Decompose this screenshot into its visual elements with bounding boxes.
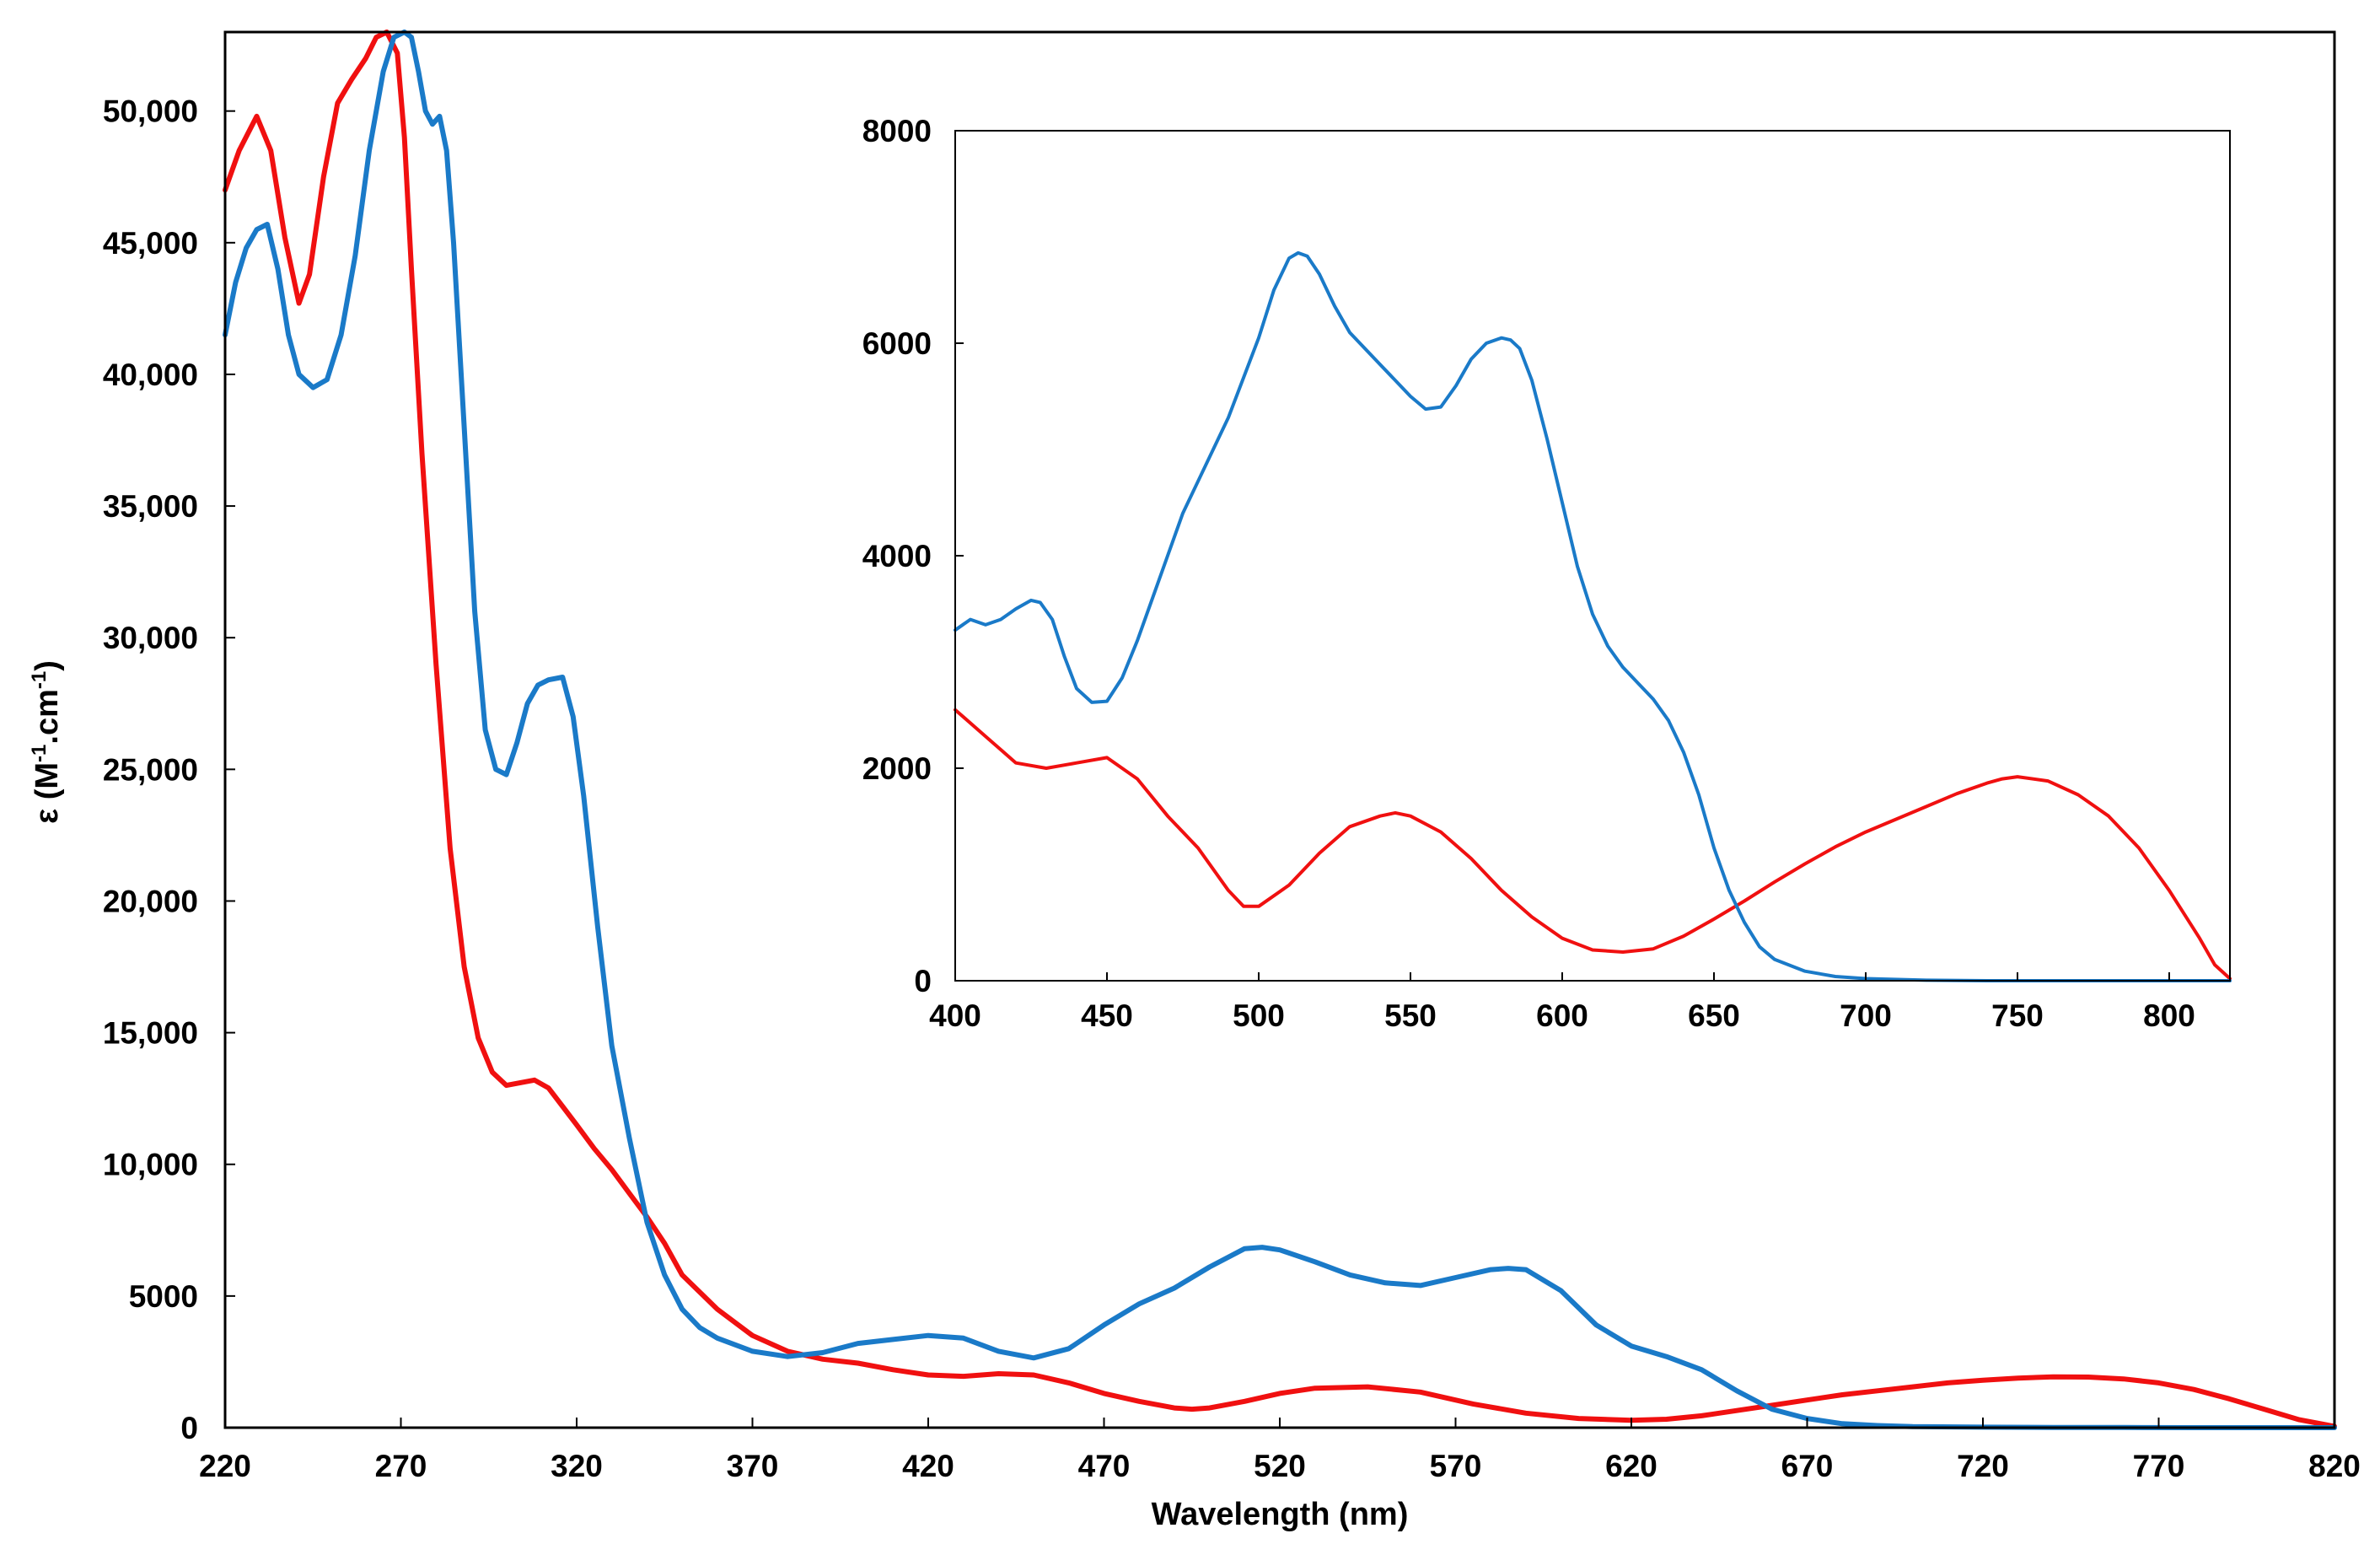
inset-plot: 400 450 500 550 600 650 700 750 800 0 2000 4000 600… xyxy=(862,114,2232,1033)
inset-x-tick-label: 700 xyxy=(1840,998,1892,1033)
main-y-tick-label: 10,000 xyxy=(103,1148,198,1182)
main-y-axis-title: ε (M-1.cm-1) xyxy=(28,660,65,824)
main-x-tick-label: 620 xyxy=(1605,1449,1657,1483)
main-plot: 220 270 320 370 420 470 520 570 620 670 720 770 820 … xyxy=(28,30,2361,1532)
main-y-tick-label: 20,000 xyxy=(103,884,198,918)
inset-y-tick-label: 0 xyxy=(914,964,932,998)
inset-x-tick-label: 600 xyxy=(1536,998,1588,1033)
main-series-line-0 xyxy=(223,30,2337,1429)
main-y-tick-label: 50,000 xyxy=(103,94,198,129)
main-x-tick-label: 370 xyxy=(727,1449,779,1483)
inset-x-tick-label: 550 xyxy=(1384,998,1437,1033)
main-y-tick-label: 15,000 xyxy=(103,1016,198,1051)
inset-y-tick-label: 8000 xyxy=(862,114,932,148)
inset-x-tick-label: 500 xyxy=(1233,998,1285,1033)
main-x-tick-label: 770 xyxy=(2133,1449,2185,1483)
main-x-tick-label: 820 xyxy=(2308,1449,2361,1483)
main-y-tick-label: 40,000 xyxy=(103,358,198,392)
inset-x-tick-label: 800 xyxy=(2143,998,2195,1033)
inset-x-tick-label: 450 xyxy=(1081,998,1133,1033)
inset-series-group xyxy=(954,250,2232,982)
main-x-tick-label: 720 xyxy=(1957,1449,2009,1483)
main-series-group xyxy=(223,30,2337,1430)
main-y-axis: 0 5000 10,000 15,000 20,000 25,000 30,000 35,00… xyxy=(103,94,235,1445)
inset-x-axis: 400 450 500 550 600 650 700 750 800 xyxy=(929,972,2195,1033)
inset-y-tick-label: 2000 xyxy=(862,751,932,786)
inset-series-line-1 xyxy=(954,250,2232,982)
inset-y-tick-label: 6000 xyxy=(862,326,932,361)
main-x-tick-label: 670 xyxy=(1781,1449,1834,1483)
inset-x-tick-label: 400 xyxy=(929,998,981,1033)
main-y-tick-label: 25,000 xyxy=(103,752,198,787)
main-x-tick-label: 320 xyxy=(551,1449,603,1483)
inset-y-tick-label: 4000 xyxy=(862,539,932,573)
main-x-tick-label: 270 xyxy=(375,1449,427,1483)
main-x-tick-label: 420 xyxy=(902,1449,954,1483)
main-x-axis: 220 270 320 370 420 470 520 570 620 670 720 770 820 xyxy=(199,1418,2361,1483)
main-x-tick-label: 470 xyxy=(1078,1449,1131,1483)
inset-x-tick-label: 750 xyxy=(1991,998,2044,1033)
inset-x-tick-label: 650 xyxy=(1688,998,1740,1033)
main-x-tick-label: 570 xyxy=(1430,1449,1482,1483)
main-x-tick-label: 220 xyxy=(199,1449,251,1483)
main-series-line-1 xyxy=(223,30,2337,1430)
main-y-tick-label: 35,000 xyxy=(103,489,198,524)
inset-series-line-0 xyxy=(954,708,2232,981)
inset-background xyxy=(955,131,2230,981)
main-x-tick-label: 520 xyxy=(1254,1449,1306,1483)
main-y-tick-label: 5000 xyxy=(129,1279,198,1314)
main-x-axis-title: Wavelength (nm) xyxy=(1152,1497,1409,1532)
main-y-tick-label: 45,000 xyxy=(103,226,198,261)
inset-y-axis: 0 2000 4000 6000 8000 xyxy=(862,114,964,998)
main-y-tick-label: 30,000 xyxy=(103,621,198,655)
main-y-tick-label: 0 xyxy=(180,1411,198,1445)
